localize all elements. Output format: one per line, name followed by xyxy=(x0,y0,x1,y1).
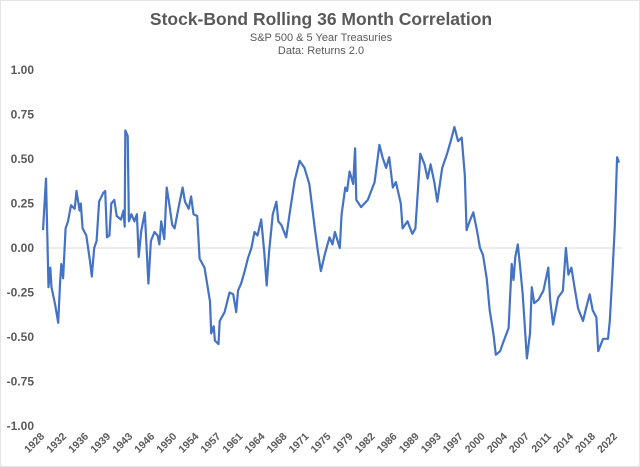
x-tick-label: 1932 xyxy=(44,431,69,456)
x-tick-label: 1950 xyxy=(154,431,179,456)
y-tick-label: 0.75 xyxy=(11,108,35,122)
y-tick-label: -0.50 xyxy=(7,330,35,344)
x-tick-label: 1946 xyxy=(132,431,157,456)
y-tick-label: 0.25 xyxy=(11,197,35,211)
x-tick-label: 1968 xyxy=(265,431,290,456)
y-tick-label: -0.25 xyxy=(7,286,35,300)
x-tick-label: 2004 xyxy=(485,431,510,456)
y-tick-label: 1.00 xyxy=(11,63,35,77)
x-tick-label: 1961 xyxy=(220,431,245,456)
x-tick-label: 2007 xyxy=(507,431,532,456)
x-tick-label: 1982 xyxy=(353,431,378,456)
x-tick-label: 1964 xyxy=(242,431,267,456)
x-tick-label: 1939 xyxy=(88,431,113,456)
chart-source: Data: Returns 2.0 xyxy=(278,45,364,57)
correlation-series-line xyxy=(41,125,621,360)
chart-title: Stock-Bond Rolling 36 Month Correlation xyxy=(150,9,492,29)
x-tick-label: 2000 xyxy=(463,431,488,456)
x-tick-label: 1954 xyxy=(176,431,201,456)
x-tick-label: 1943 xyxy=(110,431,135,456)
x-tick-label: 1971 xyxy=(287,431,312,456)
y-tick-label: 0.50 xyxy=(11,152,35,166)
x-tick-label: 2014 xyxy=(551,431,576,456)
x-tick-label: 1979 xyxy=(331,431,356,456)
x-tick-label: 1997 xyxy=(441,431,466,456)
x-tick-label: 1928 xyxy=(22,431,47,456)
chart-subtitle: S&P 500 & 5 Year Treasuries xyxy=(250,32,393,44)
x-tick-label: 1957 xyxy=(198,431,223,456)
x-tick-label: 1975 xyxy=(309,431,334,456)
x-tick-label: 1989 xyxy=(397,431,422,456)
x-tick-label: 2011 xyxy=(529,431,554,456)
y-tick-label: -1.00 xyxy=(7,419,35,433)
x-tick-label: 1986 xyxy=(375,431,400,456)
x-tick-label: 1936 xyxy=(66,431,91,456)
x-tick-label: 2022 xyxy=(595,431,620,456)
x-tick-label: 1993 xyxy=(419,431,444,456)
x-tick-label: 2018 xyxy=(573,431,598,456)
y-tick-label: -0.75 xyxy=(7,375,35,389)
y-tick-label: 0.00 xyxy=(11,241,35,255)
